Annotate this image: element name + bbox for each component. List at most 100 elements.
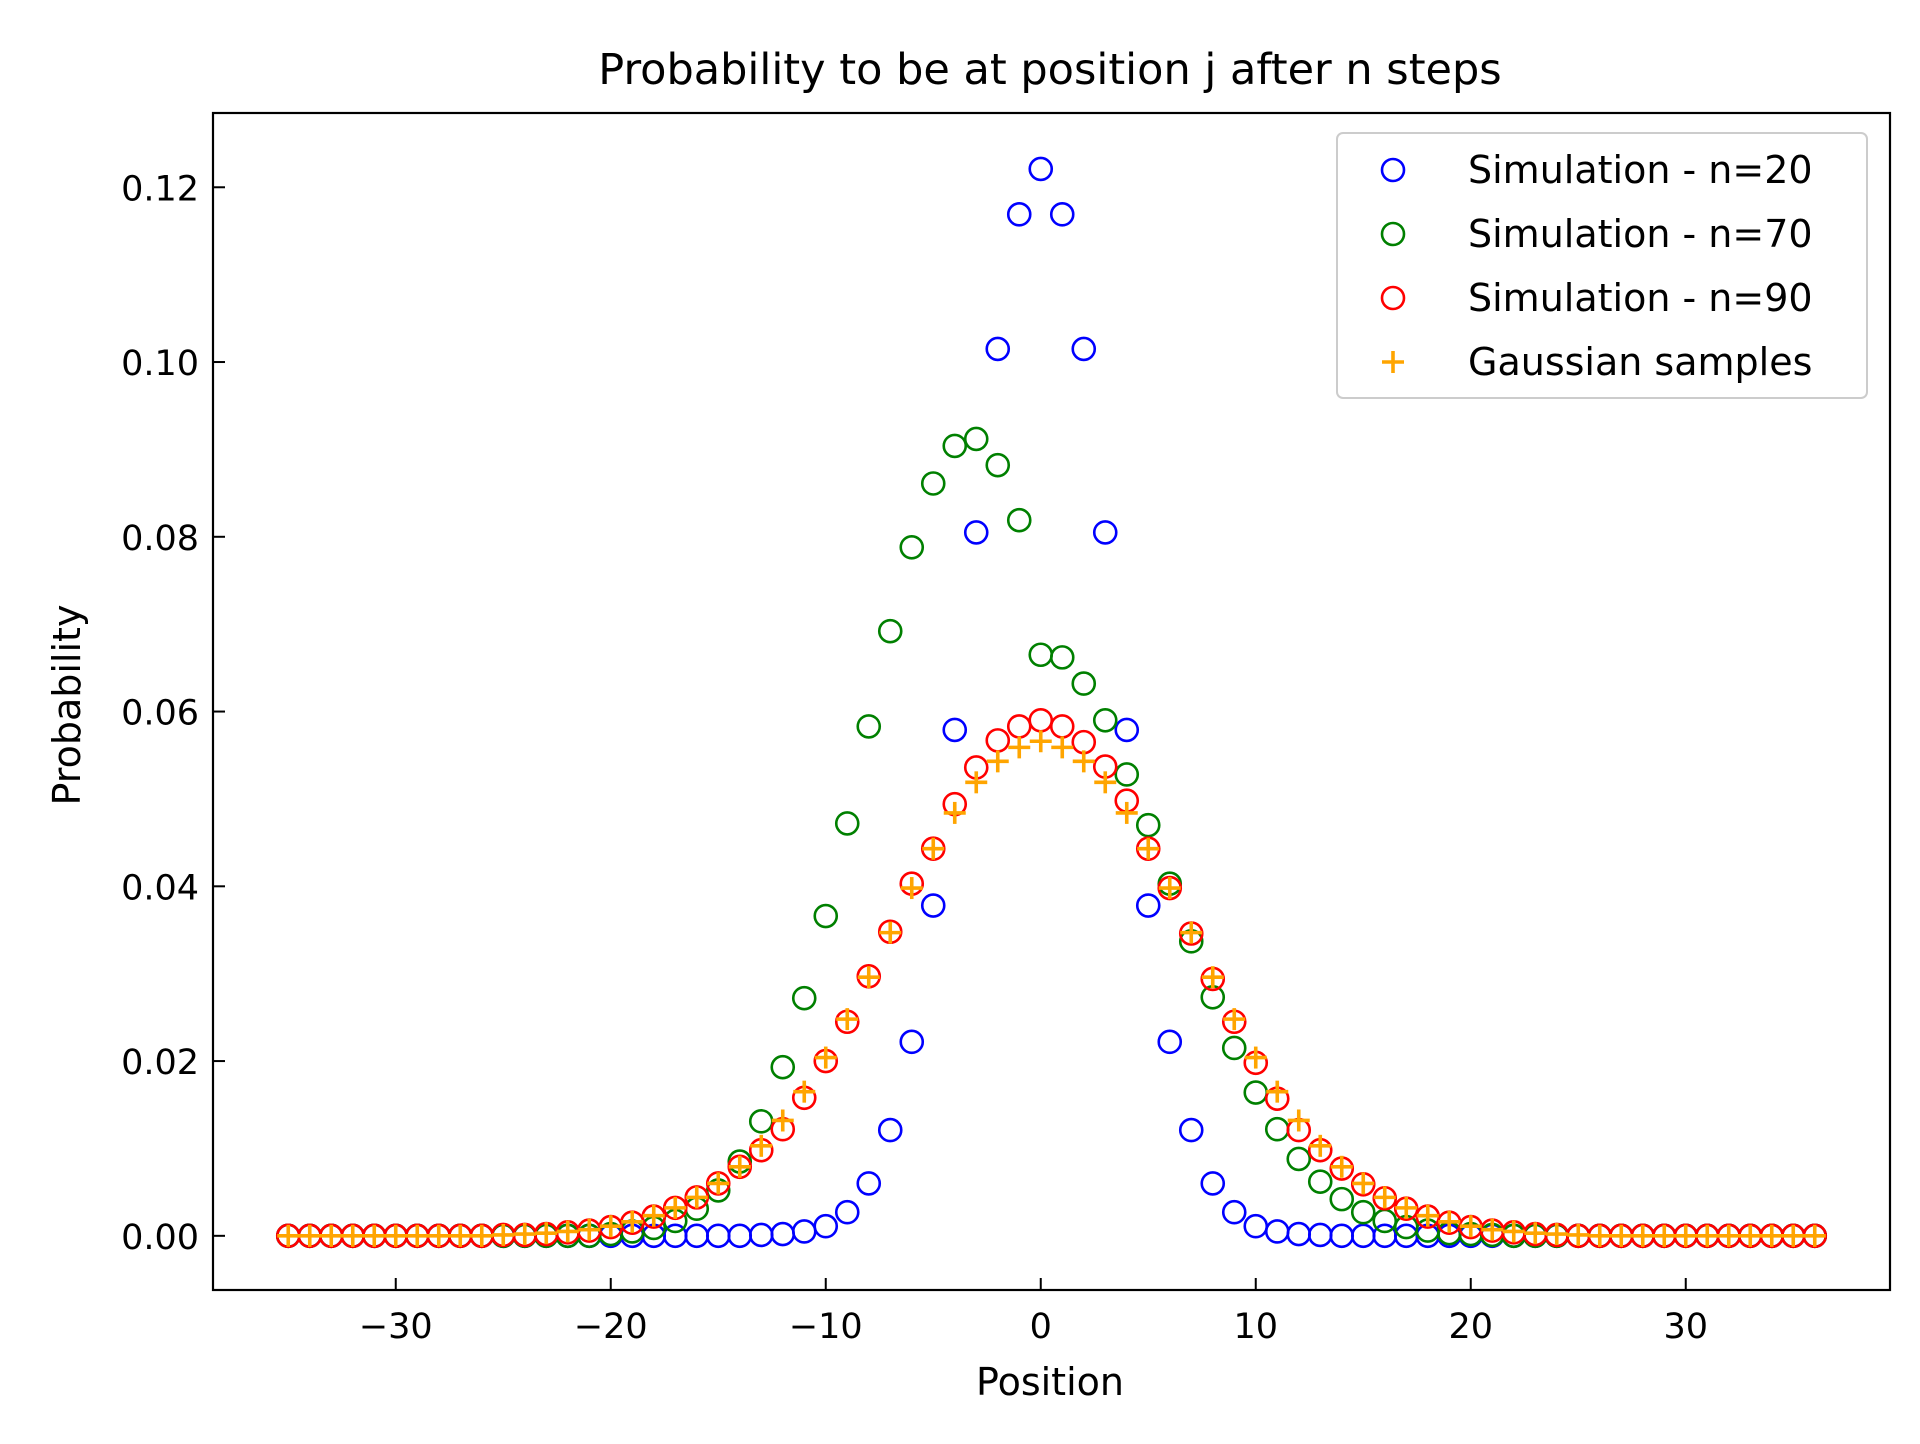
data-point <box>1008 736 1031 759</box>
data-point <box>1266 1080 1289 1103</box>
data-point <box>857 966 880 989</box>
data-point <box>535 1222 558 1245</box>
series-4 <box>277 730 1826 1247</box>
data-point <box>963 426 989 452</box>
data-point <box>836 1008 859 1031</box>
data-point <box>1717 1224 1740 1247</box>
data-point <box>1567 1223 1590 1246</box>
x-tick-label: −20 <box>574 1307 648 1347</box>
data-point <box>578 1218 601 1241</box>
x-tick-label: 10 <box>1233 1307 1278 1347</box>
data-point <box>1006 202 1032 227</box>
data-point <box>363 1224 386 1247</box>
data-point <box>1481 1218 1504 1241</box>
data-point <box>1286 1146 1312 1172</box>
data-point <box>1287 1109 1310 1132</box>
x-axis-label: Position <box>976 1360 1124 1404</box>
data-point <box>834 811 860 836</box>
data-point <box>813 1213 839 1239</box>
legend-marker <box>1382 351 1404 373</box>
plot-area: 0.00 0.02 0.04 0.06 0.08 0.10 0.12 −30 −20 −10 0 1… <box>121 111 1892 1347</box>
data-point <box>277 1224 300 1247</box>
data-point <box>1502 1220 1525 1243</box>
data-point <box>513 1223 536 1246</box>
x-tick-label: −10 <box>789 1307 863 1347</box>
data-point <box>1094 771 1117 794</box>
data-point <box>943 801 966 824</box>
data-point <box>1071 671 1097 696</box>
data-point <box>1158 877 1181 900</box>
data-point <box>1223 1008 1246 1031</box>
data-point <box>791 985 817 1011</box>
data-point <box>298 1224 321 1247</box>
x-tick-label: −30 <box>359 1307 433 1347</box>
y-tick-label: 0.00 <box>121 1218 199 1258</box>
data-point <box>1330 1155 1353 1178</box>
data-point <box>685 1186 708 1209</box>
data-point <box>1588 1224 1611 1247</box>
data-point <box>1137 837 1160 860</box>
data-point <box>1459 1215 1482 1238</box>
data-point <box>1307 1169 1333 1194</box>
data-point <box>1696 1224 1719 1247</box>
data-point <box>793 1080 816 1103</box>
data-point <box>341 1224 364 1247</box>
data-point <box>1395 1196 1418 1219</box>
data-point <box>1739 1224 1762 1247</box>
data-point <box>1200 1171 1226 1196</box>
data-point <box>556 1220 579 1243</box>
legend-label: Simulation - n=90 <box>1468 276 1813 320</box>
data-point <box>879 921 902 944</box>
data-point <box>920 471 946 496</box>
data-point <box>1115 801 1138 824</box>
data-point <box>492 1223 515 1246</box>
data-point <box>1072 750 1095 773</box>
data-point <box>664 1196 687 1219</box>
data-point <box>1653 1224 1676 1247</box>
data-point <box>985 336 1011 362</box>
data-point <box>449 1224 472 1247</box>
data-point <box>1157 1029 1183 1055</box>
data-point <box>1028 156 1054 182</box>
series-layer <box>275 156 1828 1249</box>
y-tick-label: 0.06 <box>121 694 199 734</box>
data-point <box>599 1215 622 1238</box>
y-tick-label: 0.10 <box>121 344 199 384</box>
data-point <box>770 1054 796 1080</box>
data-point <box>1350 1199 1376 1225</box>
data-point <box>470 1224 493 1247</box>
data-point <box>814 1046 837 1069</box>
data-point <box>985 452 1011 478</box>
data-point <box>1329 1186 1355 1212</box>
y-tick-label: 0.12 <box>121 169 199 209</box>
data-point <box>920 893 946 918</box>
y-tick-label: 0.04 <box>121 868 199 908</box>
data-point <box>427 1224 450 1247</box>
data-point <box>1631 1224 1654 1247</box>
data-point <box>942 717 968 743</box>
plot-frame <box>211 111 1892 1292</box>
data-point <box>406 1224 429 1247</box>
y-axis: 0.00 0.02 0.04 0.06 0.08 0.10 0.12 <box>121 169 225 1258</box>
data-point <box>856 1171 882 1196</box>
data-point <box>899 1029 925 1055</box>
legend-label: Simulation - n=20 <box>1468 148 1813 192</box>
data-point <box>813 903 839 929</box>
data-point <box>771 1109 794 1132</box>
legend-marker <box>1380 285 1406 311</box>
data-point <box>1352 1172 1375 1195</box>
data-point <box>856 714 882 739</box>
data-point <box>899 534 925 560</box>
data-point <box>942 433 968 459</box>
data-point <box>1135 893 1161 918</box>
data-point <box>986 750 1009 773</box>
x-tick-label: 20 <box>1448 1307 1493 1347</box>
data-point <box>963 520 989 545</box>
legend-frame <box>1336 132 1868 399</box>
data-point <box>1221 1199 1247 1225</box>
data-point <box>1051 736 1074 759</box>
data-point <box>1178 1117 1204 1143</box>
data-point <box>1545 1223 1568 1246</box>
x-tick-label: 0 <box>1030 1307 1052 1347</box>
